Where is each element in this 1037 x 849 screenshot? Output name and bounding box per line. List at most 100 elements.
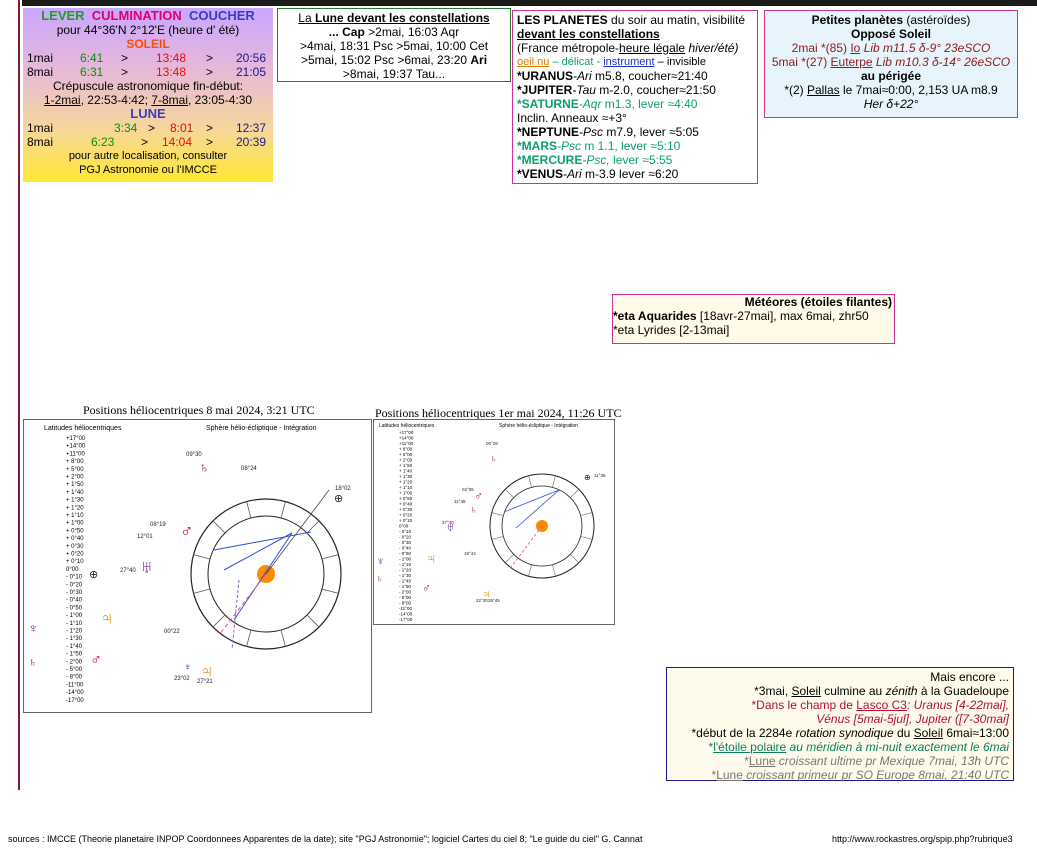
lat-tick: -17°00: [66, 698, 84, 704]
lat-tick: +14°00: [399, 436, 414, 441]
planet-uranus: *URANUS-Ari m5.8, coucher≈21:40: [517, 69, 708, 83]
uranus-icon: ♅: [140, 557, 154, 577]
chart1-wheel: [190, 489, 342, 651]
planet-mercure: *MERCURE-Psc, lever ≈5:55: [517, 153, 673, 167]
degree-label: 08°24: [241, 466, 257, 472]
degree-label: 00°22: [164, 629, 180, 635]
lat-tick: +11°00: [399, 441, 414, 446]
coucher-label: COUCHER: [189, 8, 255, 23]
lat-tick: + 5°00: [66, 467, 84, 473]
planetes-legend: oeil nu – délicat - instrument – invisib…: [517, 56, 706, 68]
chart2-right-label: Sphère hélio-écliptique - Intégration: [499, 423, 578, 429]
meteor-lyrides: *eta Lyrides [2-13mai]: [613, 323, 730, 337]
chart2-svg: Latitudes héliocentriques Sphère hélio-é…: [376, 423, 606, 622]
lat-tick: + 0°20: [399, 513, 413, 518]
lune-title: LUNE: [130, 106, 166, 121]
note-1: pour autre localisation, consulter: [68, 150, 228, 162]
pallas-her: Her δ+22°: [863, 97, 919, 111]
left-rule: [18, 0, 20, 790]
wheel-spoke: [193, 554, 211, 560]
asteroides-panel: Petites planètes (astéroïdes) Opposé Sol…: [764, 10, 1018, 118]
lat-tick: - 1°10: [66, 621, 83, 627]
lune-const-line: >4mai, 18:31 Psc >5mai, 10:00 Cet: [299, 39, 489, 53]
wheel-spoke: [528, 475, 532, 488]
chart2-lat-ticks: +17°00+14°00+11°00+ 8°00+ 5°00+ 2°00+ 1°…: [399, 430, 414, 622]
lat-tick: - 0°20: [399, 535, 412, 540]
location: pour 44°36'N 2°12'E (heure d' été): [56, 23, 240, 37]
wheel-spoke: [193, 588, 211, 594]
lat-tick: + 0°40: [66, 536, 84, 542]
perigee-label: au périgée: [860, 69, 922, 83]
planetes-france: (France métropole-heure légale hiver/été…: [517, 41, 739, 55]
neptune-icon-small: ♆: [376, 554, 385, 568]
lune-const-line: >5mai, 15:02 Psc >6mai, 23:20 Ari: [300, 53, 488, 67]
lat-tick: -17°00: [399, 617, 413, 622]
lat-tick: - 0°50: [399, 551, 412, 556]
soleil-row: 1mai 6:41 > 13:48 > 20:56: [27, 51, 267, 65]
lat-tick: + 0°40: [399, 502, 413, 507]
planet-saturne: *SATURNE-Aqr m1.3, lever ≈4:40: [517, 97, 698, 111]
wheel-spoke: [570, 554, 579, 563]
mais-line-7: *Lune croissant primeur pr SO Europe 8ma…: [711, 768, 1009, 782]
lat-tick: + 0°30: [66, 544, 84, 550]
lat-tick: + 1°50: [66, 482, 84, 488]
lune-row: 1mai 3:34 > 8:01 > 12:37: [27, 121, 267, 135]
wheel-spoke: [505, 554, 514, 563]
earth-icon-2: ⊕: [89, 569, 98, 581]
note-2: PGJ Astronomie ou l'IMCCE: [79, 164, 217, 176]
lat-tick: + 0°10: [399, 518, 413, 523]
wheel-spoke: [505, 489, 514, 498]
lat-tick: - 1°20: [399, 568, 412, 573]
jupiter-icon-2: ♃: [200, 661, 214, 681]
degree-label: 22°30: [476, 598, 488, 603]
lat-tick: + 2°00: [399, 458, 413, 463]
planet-neptune: *NEPTUNE-Psc m7.9, lever ≈5:05: [517, 125, 699, 139]
degree-label: 09°30: [186, 452, 202, 458]
lune-row: 8mai 6:23 > 14:04 > 20:39: [27, 135, 267, 149]
mais-line-6: *Lune croissant ultime pr Mexique 7mai, …: [744, 754, 1009, 768]
lune-const-line: >8mai, 19:37 Tau...: [342, 67, 446, 81]
lat-tick: +17°00: [399, 430, 414, 435]
lat-tick: + 1°10: [399, 485, 413, 490]
meteores-title: Météores (étoiles filantes): [744, 295, 892, 309]
degree-label: 08°19: [150, 522, 166, 528]
asteroid-pallas: *(2) Pallas le 7mai≈0:00, 2,153 UA m8.9: [784, 83, 998, 97]
wheel-spoke: [246, 501, 252, 519]
jupiter-icon-small-2: ♃: [482, 587, 491, 601]
wheel-spoke: [321, 554, 339, 560]
lat-tick: + 0°10: [66, 559, 84, 565]
lune-const-line: ... Cap >2mai, 16:03 Aqr: [328, 25, 460, 39]
lat-tick: - 0°40: [399, 546, 412, 551]
lat-tick: + 0°50: [399, 496, 413, 501]
lat-tick: -14°00: [399, 612, 413, 617]
lat-tick: + 0°20: [66, 552, 84, 558]
lat-tick: -14°00: [66, 690, 84, 696]
degree-label: 11°36: [594, 473, 606, 478]
lat-tick: + 1°50: [399, 463, 413, 468]
mars-icon-small: ♂: [474, 489, 483, 503]
soleil-row: 8mai 6:31 > 13:48 > 21:05: [27, 65, 267, 79]
chart1-left-label: Latitudes héliocentriques: [44, 425, 122, 432]
degree-label: 02°05: [462, 487, 474, 492]
soleil-title: SOLEIL: [126, 37, 170, 51]
saturn-icon-small: ♄: [490, 454, 498, 465]
planetes-title: LES PLANETES du soir au matin, visibilit…: [517, 13, 746, 27]
meteores-panel: Météores (étoiles filantes) *eta Aquarid…: [612, 294, 895, 344]
lat-tick: - 0°50: [66, 605, 83, 611]
wheel-spoke: [580, 512, 593, 516]
sun-moon-panel: LEVER CULMINATION COUCHER pour 44°36'N 2…: [23, 8, 273, 182]
planet-jupiter: *JUPITER-Tau m-2.0, coucher≈21:50: [517, 83, 716, 97]
lat-tick: +14°00: [66, 444, 86, 450]
earth-icon: ⊕: [334, 493, 343, 505]
saturn-icon-small-2: ♄: [470, 505, 478, 516]
footer-url[interactable]: http://www.rockastres.org/spip.php?rubri…: [832, 834, 1013, 844]
sun-moon-header: LEVER CULMINATION COUCHER: [23, 9, 273, 23]
lat-tick: + 1°00: [399, 491, 413, 496]
lat-tick: - 1°20: [66, 629, 83, 635]
lat-tick: - 1°00: [399, 557, 412, 562]
chart1-svg: Latitudes héliocentriques Sphère hélio-é…: [28, 425, 351, 704]
wheel-spoke: [570, 489, 579, 498]
degree-label: 26°45: [488, 598, 500, 603]
lat-tick: + 1°20: [66, 505, 84, 511]
crepuscule-label: Crépuscule astronomique fin-début:: [52, 79, 244, 93]
